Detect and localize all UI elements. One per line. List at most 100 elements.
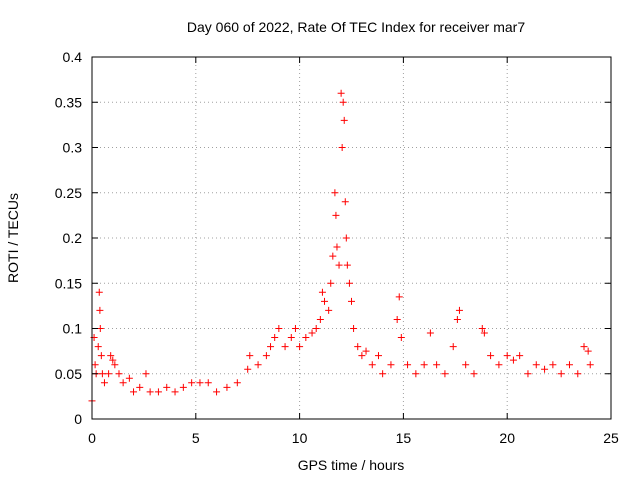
- data-point: [329, 252, 337, 260]
- data-point: [462, 361, 470, 369]
- data-point: [254, 361, 262, 369]
- y-tick-label: 0.25: [55, 185, 82, 201]
- data-point: [327, 279, 335, 287]
- data-point: [130, 388, 138, 396]
- data-point: [244, 365, 252, 373]
- data-point: [524, 370, 532, 378]
- data-point: [308, 329, 316, 337]
- y-axis: 0 0.05 0.1 0.15 0.2 0.25 0.3 0.35 0.4: [55, 49, 611, 427]
- data-point: [354, 343, 362, 351]
- data-point: [223, 383, 231, 391]
- data-point: [487, 352, 495, 360]
- data-point: [412, 370, 420, 378]
- data-point: [480, 329, 488, 337]
- data-point: [136, 383, 144, 391]
- data-point: [105, 370, 113, 378]
- data-point: [96, 306, 104, 314]
- data-point: [115, 370, 123, 378]
- x-tick-label: 15: [396, 430, 412, 446]
- data-point: [97, 352, 105, 360]
- x-tick-label: 10: [292, 430, 308, 446]
- data-point: [332, 211, 340, 219]
- data-point: [441, 370, 449, 378]
- y-tick-label: 0.4: [63, 49, 83, 65]
- data-point: [339, 98, 347, 106]
- y-tick-label: 0.1: [63, 321, 83, 337]
- data-point: [549, 361, 557, 369]
- data-point: [246, 352, 254, 360]
- data-point: [196, 379, 204, 387]
- y-tick-label: 0.15: [55, 275, 82, 291]
- data-point: [318, 288, 326, 296]
- data-point: [470, 370, 478, 378]
- data-point: [333, 243, 341, 251]
- y-tick-label: 0: [74, 411, 82, 427]
- data-point: [557, 370, 565, 378]
- grid-lines: [92, 57, 611, 419]
- data-point: [455, 306, 463, 314]
- data-point: [119, 379, 127, 387]
- data-point: [107, 352, 115, 360]
- y-tick-label: 0.2: [63, 230, 83, 246]
- data-point: [343, 261, 351, 269]
- data-point: [111, 361, 119, 369]
- data-point: [509, 356, 517, 364]
- data-point: [379, 370, 387, 378]
- data-point: [179, 383, 187, 391]
- y-tick-label: 0.05: [55, 366, 82, 382]
- data-point: [275, 325, 283, 332]
- data-point: [345, 279, 353, 287]
- data-point: [188, 379, 196, 387]
- data-point: [362, 347, 370, 355]
- data-point: [584, 347, 592, 355]
- x-tick-label: 25: [603, 430, 619, 446]
- data-point: [580, 343, 588, 351]
- data-point: [342, 234, 350, 242]
- data-point: [291, 325, 299, 332]
- data-point: [387, 361, 395, 369]
- data-point: [453, 315, 461, 323]
- data-point: [262, 352, 270, 360]
- data-point: [340, 116, 348, 124]
- data-points: [88, 89, 594, 405]
- data-point: [267, 343, 275, 351]
- data-point: [100, 379, 108, 387]
- data-point: [449, 343, 457, 351]
- data-point: [426, 329, 434, 337]
- data-point: [404, 361, 412, 369]
- data-point: [204, 379, 212, 387]
- data-point: [109, 356, 117, 364]
- data-point: [574, 370, 582, 378]
- data-point: [91, 361, 99, 369]
- data-point: [541, 365, 549, 373]
- data-point: [312, 325, 320, 332]
- y-tick-label: 0.3: [63, 140, 83, 156]
- data-point: [495, 361, 503, 369]
- data-point: [287, 334, 295, 342]
- data-point: [154, 388, 162, 396]
- x-tick-label: 0: [88, 430, 96, 446]
- data-point: [171, 388, 179, 396]
- data-point: [395, 293, 403, 301]
- x-axis-label: GPS time / hours: [298, 457, 405, 473]
- data-point: [503, 352, 511, 360]
- data-point: [397, 334, 405, 342]
- x-axis: 0 5 10 15 20 25: [88, 57, 619, 446]
- data-point: [213, 388, 221, 396]
- data-point: [296, 343, 304, 351]
- data-point: [125, 374, 133, 382]
- data-point: [348, 297, 355, 305]
- data-point: [341, 198, 349, 206]
- data-point: [331, 189, 339, 197]
- data-point: [335, 261, 343, 269]
- data-point: [233, 379, 241, 387]
- chart-title: Day 060 of 2022, Rate Of TEC Index for r…: [187, 19, 525, 35]
- data-point: [142, 370, 150, 378]
- data-point: [565, 361, 573, 369]
- data-point: [321, 297, 329, 305]
- data-point: [516, 352, 524, 360]
- data-point: [302, 334, 310, 342]
- data-point: [532, 361, 540, 369]
- data-point: [163, 383, 171, 391]
- data-point: [95, 288, 103, 296]
